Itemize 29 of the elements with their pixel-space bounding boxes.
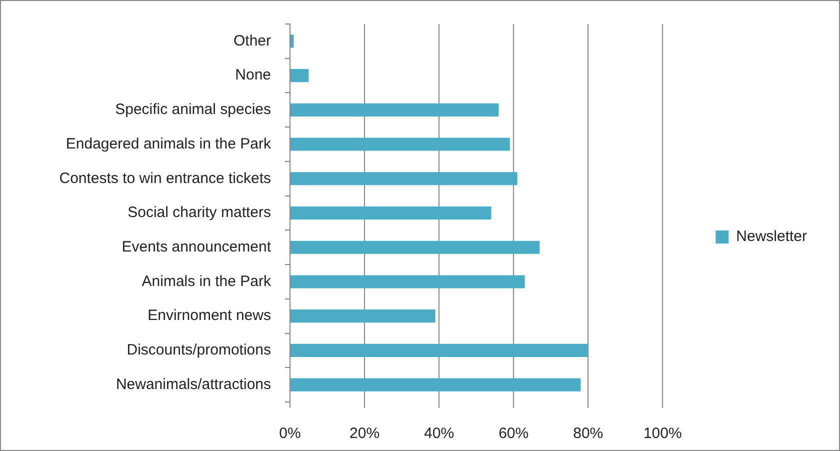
y-tick-label: Specific animal species bbox=[115, 101, 271, 118]
y-tick-label: Other bbox=[233, 32, 272, 50]
y-tick-label: Envirnoment news bbox=[148, 307, 271, 324]
x-tick-label: 100% bbox=[643, 425, 682, 442]
y-tick-label: Animals in the Park bbox=[142, 272, 272, 290]
y-tick-label: Newanimals/attractions bbox=[116, 376, 271, 393]
legend-label: Newsletter bbox=[736, 228, 808, 246]
bar bbox=[290, 378, 581, 392]
y-tick-label: Endagered animals in the Park bbox=[66, 135, 272, 152]
bar bbox=[290, 172, 518, 186]
y-tick-label: Social charity matters bbox=[128, 204, 271, 222]
bar bbox=[290, 275, 525, 288]
y-tick-label: Contests to win entrance tickets bbox=[59, 170, 271, 187]
x-tick-label: 20% bbox=[350, 425, 380, 442]
bar bbox=[290, 344, 588, 357]
x-tick-label: 60% bbox=[498, 425, 529, 442]
x-tick-label: 40% bbox=[424, 425, 454, 442]
x-tick-label: 80% bbox=[573, 425, 604, 442]
bar bbox=[290, 138, 510, 151]
bar bbox=[290, 310, 436, 323]
bar bbox=[290, 34, 294, 48]
y-tick-label: Events announcement bbox=[122, 238, 272, 256]
x-tick-label: 0% bbox=[279, 425, 301, 442]
bar bbox=[290, 240, 540, 254]
y-tick-label: None bbox=[235, 66, 271, 84]
y-tick-label: Discounts/promotions bbox=[126, 342, 271, 359]
bar bbox=[290, 206, 492, 220]
bar bbox=[290, 69, 309, 82]
bar bbox=[290, 103, 499, 116]
